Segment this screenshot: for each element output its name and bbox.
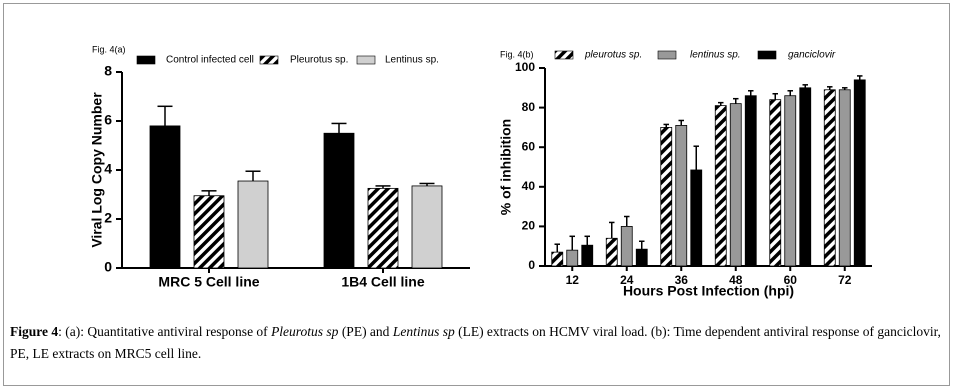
caption-label: Figure 4 (10, 324, 59, 339)
caption-text: (LE) extracts on HCMV viral load. (b): T… (10, 324, 941, 361)
x-tick-label: 12 (566, 273, 580, 287)
y-tick-label: 8 (104, 63, 112, 79)
legend-swatch (356, 55, 376, 65)
bar (729, 103, 742, 267)
x-tick-label: MRC 5 Cell line (158, 274, 259, 290)
legend-label: Lentinus sp. (385, 55, 439, 66)
bar (823, 89, 836, 267)
figure-frame (3, 3, 950, 386)
bar (660, 127, 673, 267)
caption-text: (PE) and (338, 324, 393, 339)
legend-label: pleurotus sp. (584, 50, 642, 61)
y-tick-label: 100 (515, 60, 535, 74)
bar (193, 195, 225, 269)
bar (620, 225, 633, 267)
bar (853, 79, 866, 267)
caption-text: : (a): Quantitative antiviral response o… (58, 324, 272, 339)
x-tick-label: 48 (729, 273, 743, 287)
y-tick-label: 60 (522, 139, 536, 153)
bar (744, 95, 757, 267)
y-axis-label: Viral Log Copy Number (89, 92, 105, 248)
legend-label: ganciclovir (788, 50, 836, 61)
x-tick-label: 72 (838, 273, 852, 287)
y-tick-label: 0 (104, 259, 112, 275)
bar (675, 125, 688, 267)
y-tick-label: 0 (528, 258, 535, 272)
bar (581, 244, 594, 267)
bar (690, 169, 703, 267)
bar (237, 180, 269, 269)
caption-text: Pleurotus sp (271, 324, 339, 339)
bar (635, 248, 648, 267)
x-tick-label: 1B4 Cell line (341, 274, 424, 290)
chart-title: Fig. 4(b) (500, 49, 534, 59)
bar (769, 99, 782, 267)
bar (149, 125, 181, 269)
caption: Figure 4: (a): Quantitative antiviral re… (10, 321, 945, 365)
legend-label: Pleurotus sp. (290, 55, 348, 66)
y-axis-label: % of inhibition (498, 119, 514, 215)
legend-swatch (554, 50, 574, 60)
legend-swatch (657, 50, 677, 60)
chart-title: Fig. 4(a) (92, 44, 126, 54)
legend-label: Control infected cell (166, 55, 254, 66)
caption-text: Lentinus sp (392, 324, 455, 339)
bar (367, 187, 399, 269)
y-tick-label: 2 (104, 210, 112, 226)
y-tick-label: 20 (522, 219, 536, 233)
bar (838, 89, 851, 267)
x-tick-label: 36 (675, 273, 689, 287)
x-axis-label: Hours Post Infection (hpi) (623, 283, 794, 299)
legend-swatch (757, 50, 777, 60)
x-tick-label: 24 (620, 273, 634, 287)
x-tick-label: 60 (784, 273, 798, 287)
bar (799, 87, 812, 267)
bar (411, 185, 443, 269)
bar (784, 95, 797, 267)
bar (551, 251, 564, 267)
legend-label: lentinus sp. (690, 50, 741, 61)
y-tick-label: 6 (104, 112, 112, 128)
y-tick-label: 80 (522, 100, 536, 114)
bar (605, 237, 618, 267)
y-tick-label: 4 (104, 161, 112, 177)
bar (714, 105, 727, 267)
bar (323, 132, 355, 269)
y-tick-label: 40 (522, 179, 536, 193)
legend-swatch (259, 55, 279, 65)
legend-swatch (136, 55, 156, 65)
bar (566, 249, 579, 267)
